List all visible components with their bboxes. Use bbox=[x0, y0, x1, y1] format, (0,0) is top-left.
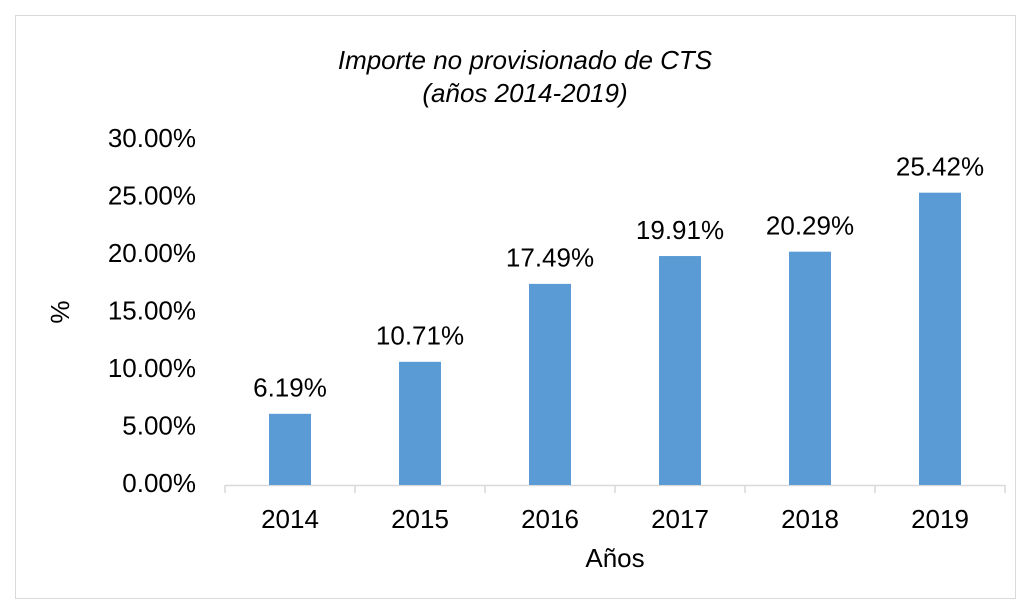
bar bbox=[919, 192, 961, 486]
x-tick-label: 2014 bbox=[261, 504, 319, 534]
y-tick-label: 20.00% bbox=[108, 238, 196, 268]
data-label: 25.42% bbox=[896, 152, 984, 182]
bar bbox=[529, 283, 571, 485]
chart-subtitle: (años 2014-2019) bbox=[422, 78, 627, 108]
x-tick-label: 2016 bbox=[521, 504, 579, 534]
x-tick-label: 2018 bbox=[781, 504, 839, 534]
x-tick-label: 2015 bbox=[391, 504, 449, 534]
y-tick-label: 0.00% bbox=[122, 468, 196, 498]
y-tick-label: 15.00% bbox=[108, 295, 196, 325]
data-label: 10.71% bbox=[376, 321, 464, 351]
bar bbox=[269, 413, 311, 485]
x-axis-label: Años bbox=[585, 543, 644, 573]
y-tick-label: 5.00% bbox=[122, 410, 196, 440]
x-tick-label: 2019 bbox=[911, 504, 969, 534]
chart-title: Importe no provisionado de CTS bbox=[338, 45, 713, 75]
bar bbox=[659, 256, 701, 485]
data-label: 19.91% bbox=[636, 215, 724, 245]
y-axis-label: % bbox=[45, 300, 75, 323]
y-tick-label: 10.00% bbox=[108, 353, 196, 383]
x-tick-label: 2017 bbox=[651, 504, 709, 534]
y-tick-label: 25.00% bbox=[108, 180, 196, 210]
data-label: 6.19% bbox=[253, 373, 327, 403]
chart-border bbox=[15, 15, 1016, 599]
data-label: 17.49% bbox=[506, 243, 594, 273]
bar bbox=[789, 251, 831, 485]
data-label: 20.29% bbox=[766, 211, 854, 241]
bar bbox=[399, 361, 441, 485]
y-tick-label: 30.00% bbox=[108, 123, 196, 153]
